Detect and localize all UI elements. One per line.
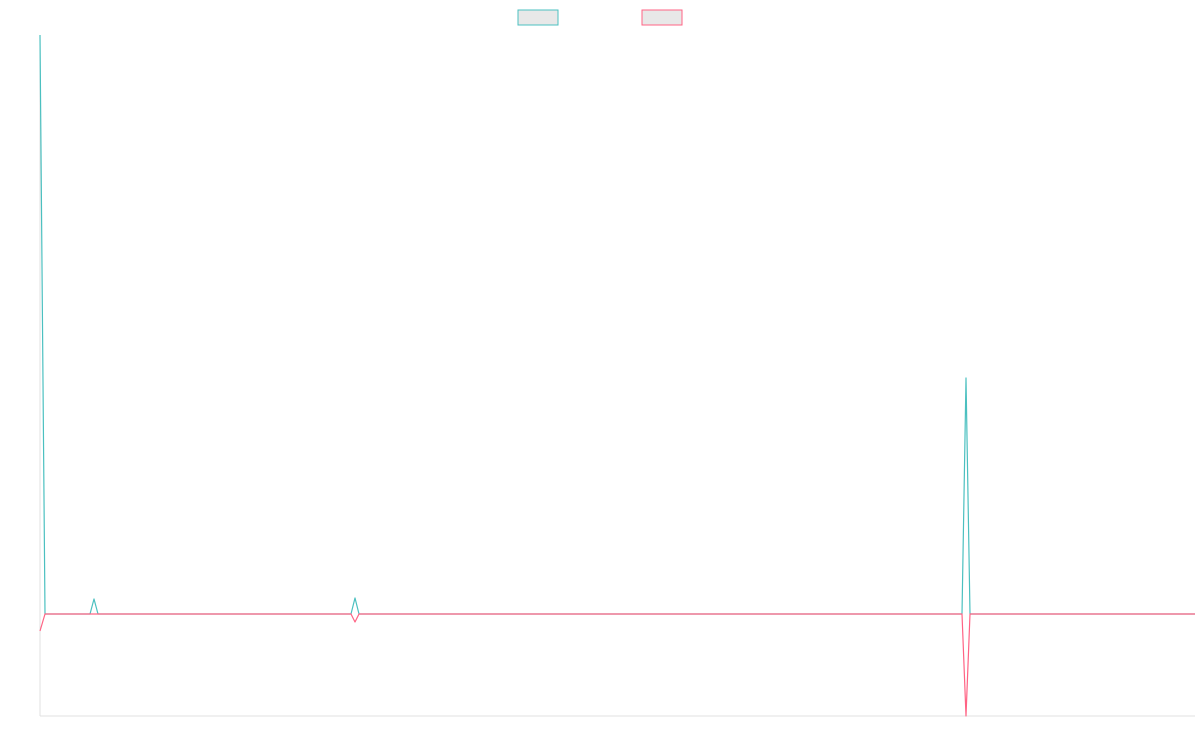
legend-swatch bbox=[517, 9, 559, 26]
series-line bbox=[39, 613, 1195, 717]
legend-swatch bbox=[641, 9, 683, 26]
series-line bbox=[39, 34, 1195, 615]
